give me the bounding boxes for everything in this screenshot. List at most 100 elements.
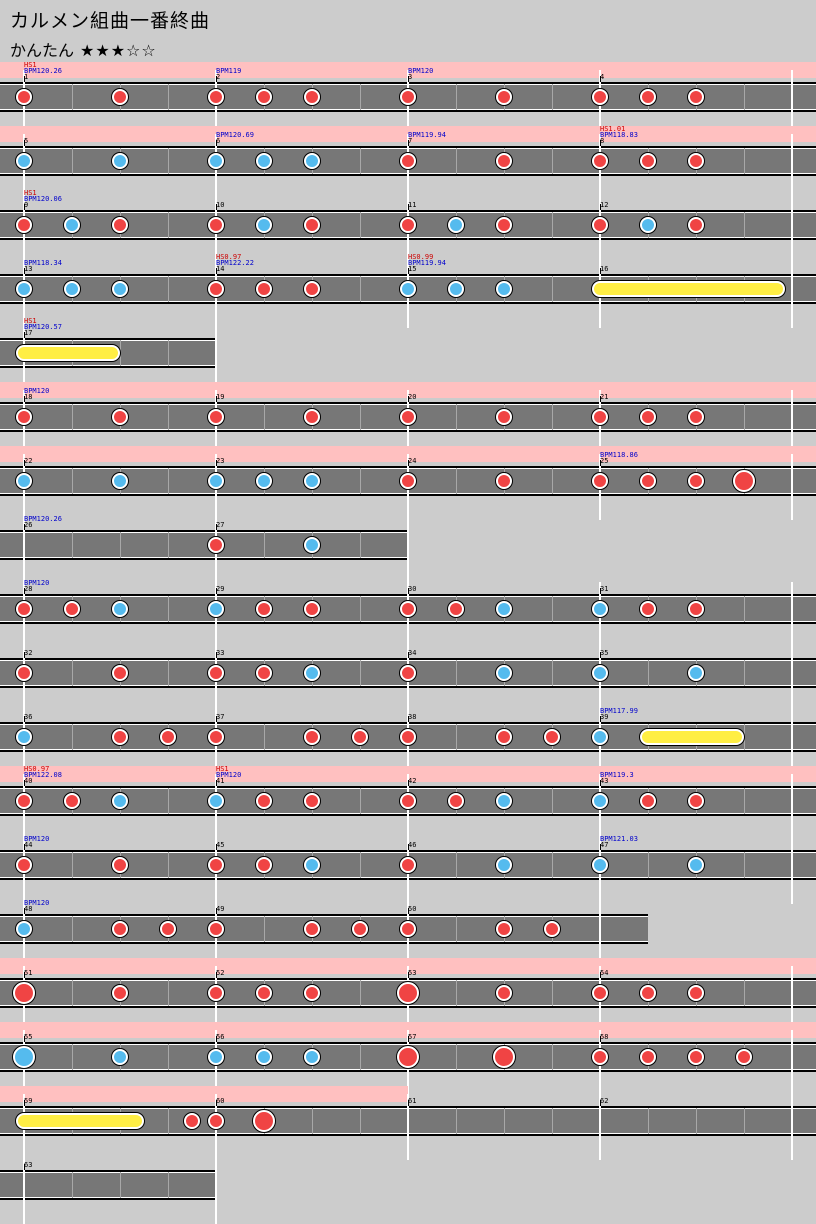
- don-note: [496, 89, 512, 105]
- measure-tick: [408, 140, 409, 146]
- beat-line: [648, 1108, 649, 1134]
- beat-line: [72, 468, 73, 494]
- measure-tick: [600, 204, 601, 210]
- measure-tick: [24, 972, 25, 978]
- ka-note: [496, 601, 512, 617]
- beat-line: [696, 1108, 697, 1134]
- measure-number: 24: [408, 457, 417, 465]
- measure-tick: [408, 396, 409, 402]
- beat-line: [552, 212, 553, 238]
- ka-note: [112, 793, 128, 809]
- hs-label: HS1: [24, 189, 37, 197]
- bpm-label: BPM120: [216, 771, 242, 779]
- don-note: [208, 89, 224, 105]
- ka-note: [256, 153, 272, 169]
- ka-note: [592, 793, 608, 809]
- chart-row: 28 BPM120 29 30 31: [0, 574, 816, 648]
- beat-line: [744, 980, 745, 1006]
- measure-number: 20: [408, 393, 417, 401]
- measure-number: 34: [408, 649, 417, 657]
- don-note: [208, 985, 224, 1001]
- measure-line: [791, 582, 793, 648]
- measure-line: [599, 902, 601, 968]
- don-note: [592, 985, 608, 1001]
- beat-line: [360, 1044, 361, 1070]
- ka-note: [208, 153, 224, 169]
- measure-line: [791, 134, 793, 200]
- don-note: [592, 153, 608, 169]
- bpm-label: BPM122.22: [216, 259, 254, 267]
- ka-note: [448, 217, 464, 233]
- measure-tick: [600, 1100, 601, 1106]
- beat-line: [168, 404, 169, 430]
- measure-number: 31: [600, 585, 609, 593]
- beat-line: [360, 468, 361, 494]
- beat-line: [168, 660, 169, 686]
- measure-tick: [216, 972, 217, 978]
- lane-track: [0, 914, 648, 944]
- measure-tick: [216, 844, 217, 850]
- measure-tick: [24, 716, 25, 722]
- measure-line: [791, 1094, 793, 1160]
- don-note: [352, 921, 368, 937]
- don-note: [160, 921, 176, 937]
- drumroll-note: [640, 729, 744, 745]
- measure-number: 36: [24, 713, 33, 721]
- ka-note: [112, 601, 128, 617]
- beat-line: [72, 1044, 73, 1070]
- don-note: [208, 537, 224, 553]
- ka-note: [304, 1049, 320, 1065]
- measure-tick: [600, 76, 601, 82]
- measure-number: 54: [600, 969, 609, 977]
- beat-line: [312, 1108, 313, 1134]
- measure-number: 52: [216, 969, 225, 977]
- measure-number: 6: [216, 137, 221, 145]
- beat-line: [120, 532, 121, 558]
- measure-tick: [600, 1036, 601, 1042]
- don-note: [592, 409, 608, 425]
- beat-line: [120, 340, 121, 366]
- lane-track: [0, 1170, 216, 1200]
- chart-row: 55 56 57 58: [0, 1022, 816, 1096]
- ka-note: [256, 1049, 272, 1065]
- don-note: [400, 217, 416, 233]
- beat-line: [744, 660, 745, 686]
- measure-number: 4: [600, 73, 605, 81]
- beat-line: [360, 276, 361, 302]
- beat-line: [552, 660, 553, 686]
- don-note: [400, 857, 416, 873]
- measure-line: [791, 774, 793, 840]
- measure-tick: [24, 460, 25, 466]
- measure-tick: [216, 76, 217, 82]
- don-note: [640, 1049, 656, 1065]
- measure-number: 38: [408, 713, 417, 721]
- don-note: [640, 473, 656, 489]
- don-note: [352, 729, 368, 745]
- chart-row: 18 BPM120 19 20 21: [0, 382, 816, 456]
- beat-line: [552, 1044, 553, 1070]
- difficulty-label: かんたん: [10, 41, 75, 60]
- don-note: [448, 793, 464, 809]
- measure-tick: [216, 524, 217, 530]
- chart-row: 17 BPM120.57 HS1: [0, 318, 816, 392]
- beat-line: [72, 916, 73, 942]
- ka-note: [256, 473, 272, 489]
- don-note: [256, 857, 272, 873]
- chart-row: 22 23 24 25 BPM118.86: [0, 446, 816, 520]
- don-note: [400, 729, 416, 745]
- measure-tick: [216, 780, 217, 786]
- beat-line: [744, 788, 745, 814]
- measure-tick: [24, 76, 25, 82]
- measure-tick: [600, 396, 601, 402]
- beat-line: [360, 212, 361, 238]
- beat-line: [72, 532, 73, 558]
- don-note: [304, 281, 320, 297]
- don-note: [112, 89, 128, 105]
- don-note-big: [253, 1110, 275, 1132]
- beat-line: [744, 1108, 745, 1134]
- don-note: [400, 601, 416, 617]
- don-note: [640, 89, 656, 105]
- measure-number: 35: [600, 649, 609, 657]
- ka-note: [64, 281, 80, 297]
